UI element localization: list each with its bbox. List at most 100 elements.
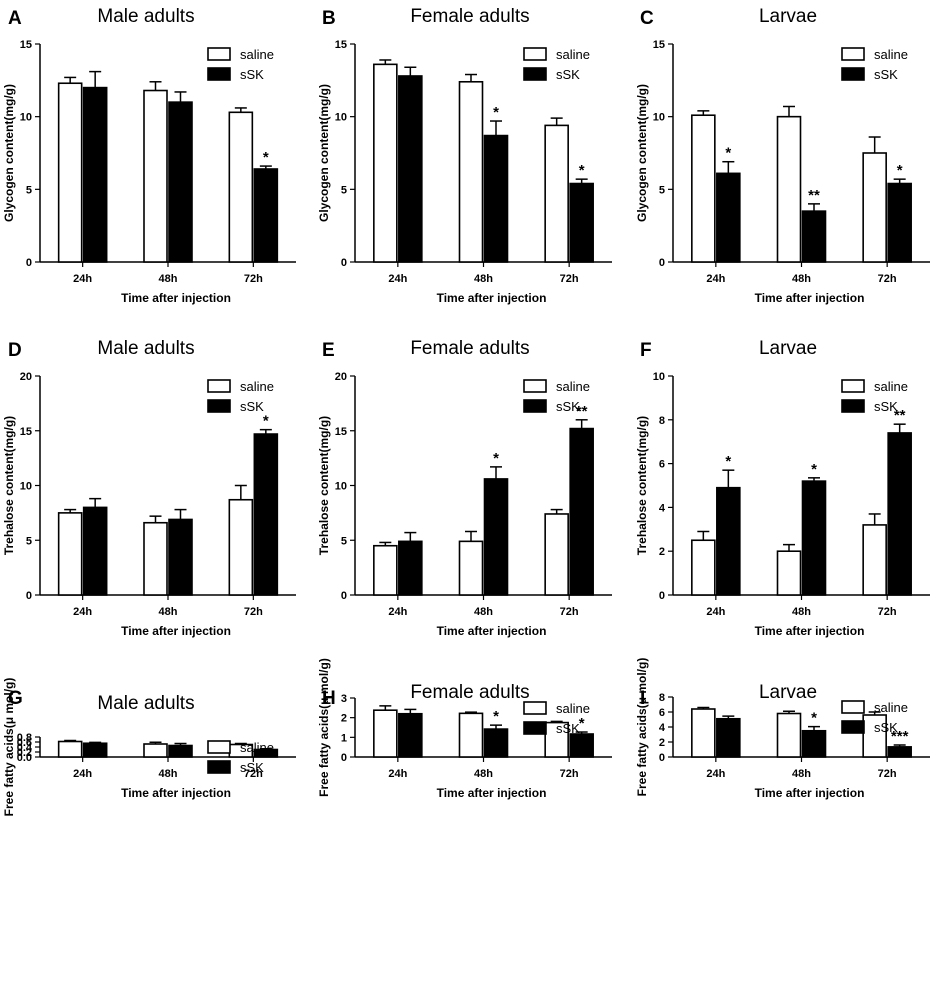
panel-e-bar-saline-48h bbox=[458, 540, 484, 596]
panel-c-legend-label-saline: saline bbox=[874, 47, 908, 62]
panel-e-y-label: Trehalose content(mg/g) bbox=[317, 416, 331, 555]
panel-f-y-tick-label: 4 bbox=[659, 502, 666, 514]
panel-a-y-tick-label: 5 bbox=[26, 184, 32, 196]
panel-i-legend-swatch-ssk bbox=[841, 720, 865, 734]
panel-f-bar-ssk-48h bbox=[801, 480, 827, 596]
panel-d-x-tick-label: 24h bbox=[73, 606, 92, 618]
panel-g-y-label: Free fatty acids(μ mol/g) bbox=[2, 678, 16, 817]
panel-d-bar-saline-72h bbox=[228, 498, 254, 596]
panel-f-significance-marker: * bbox=[811, 461, 817, 478]
panel-h-bar-ssk-72h bbox=[569, 733, 594, 758]
panel-f-bar-ssk-72h bbox=[887, 432, 912, 596]
panel-f-bar-saline-48h bbox=[776, 550, 802, 596]
panel-c-significance-marker: ** bbox=[808, 187, 820, 204]
panel-a-bar-ssk-24h bbox=[82, 86, 108, 263]
panel-e-bar-ssk-72h bbox=[569, 427, 594, 596]
panel-c-bar-ssk-72h bbox=[887, 182, 912, 263]
panel-c-legend-swatch-ssk bbox=[841, 67, 865, 81]
panel-g-y-tick-label: 0.2 bbox=[17, 747, 32, 759]
panel-f-x-tick-label: 24h bbox=[706, 606, 725, 618]
panel-h-legend-swatch-saline bbox=[523, 701, 547, 715]
panel-g-legend-label-saline: saline bbox=[240, 740, 274, 755]
panel-a-y-tick-label: 10 bbox=[20, 112, 32, 124]
panel-f-y-tick-label: 6 bbox=[659, 459, 665, 471]
panel-c-y-tick-label: 0 bbox=[659, 257, 665, 269]
panel-f-y-tick-label: 8 bbox=[659, 415, 665, 427]
panel-b-y-tick-label: 5 bbox=[341, 184, 347, 196]
panel-b-bar-saline-72h bbox=[544, 124, 569, 263]
panel-c-title: Larvae bbox=[759, 6, 817, 27]
panel-d-title: Male adults bbox=[97, 338, 194, 359]
panel-i-y-tick-label: 2 bbox=[659, 737, 665, 749]
panel-d-legend-label-saline: saline bbox=[240, 379, 274, 394]
panel-e-y-tick-label: 0 bbox=[341, 590, 347, 602]
panel-d-bar-ssk-72h bbox=[253, 433, 279, 596]
panel-f-legend-swatch-ssk bbox=[841, 399, 865, 413]
panel-a-significance-marker: * bbox=[263, 149, 269, 166]
panel-b: B Female adults 0 5 10 15 Glycogen content(mg/… bbox=[317, 6, 612, 305]
panel-f-legend-swatch-saline bbox=[841, 379, 865, 393]
panel-c-y-tick-label: 5 bbox=[659, 184, 665, 196]
panel-a-bar-saline-48h bbox=[143, 89, 168, 263]
panel-e-significance-marker: ** bbox=[576, 403, 588, 420]
panel-d-y-tick-label: 10 bbox=[20, 481, 32, 493]
panel-d-y-tick-label: 5 bbox=[26, 535, 32, 547]
panel-g-legend-label-ssk: sSK bbox=[240, 760, 264, 775]
panel-i-bar-ssk-24h bbox=[716, 717, 741, 758]
panel-h-bar-saline-48h bbox=[458, 712, 484, 758]
panel-i-y-tick-label: 4 bbox=[659, 722, 666, 734]
panel-h-title: Female adults bbox=[410, 682, 529, 703]
panel-b-legend-swatch-ssk bbox=[523, 67, 547, 81]
panel-g-bar-saline-24h bbox=[57, 740, 83, 758]
panel-d-legend-swatch-saline bbox=[207, 379, 231, 393]
panel-b-significance-marker: * bbox=[493, 104, 499, 121]
panel-g-y-tick-label: 0.6 bbox=[17, 737, 32, 749]
panel-i-x-tick-label: 72h bbox=[878, 768, 897, 780]
panel-c: C Larvae 0 5 10 15 Glycogen content(mg/g) Time … bbox=[635, 6, 930, 305]
panel-e-x-tick-label: 24h bbox=[388, 606, 407, 618]
panel-e-x-tick-label: 48h bbox=[474, 606, 493, 618]
panel-h-y-tick-label: 2 bbox=[341, 713, 347, 725]
panel-i-bar-ssk-48h bbox=[801, 729, 827, 758]
panel-c-significance-marker: * bbox=[897, 162, 903, 179]
panel-h-y-tick-label: 1 bbox=[341, 732, 347, 744]
panel-b-title: Female adults bbox=[410, 6, 529, 27]
panel-f-bar-ssk-24h bbox=[716, 486, 741, 596]
panel-a-legend-label-ssk: sSK bbox=[240, 67, 264, 82]
panel-a-legend-label-saline: saline bbox=[240, 47, 274, 62]
panel-f-significance-marker: ** bbox=[894, 407, 906, 424]
panel-i-legend-label-saline: saline bbox=[874, 700, 908, 715]
panel-e-x-tick-label: 72h bbox=[560, 606, 579, 618]
panel-c-legend-label-ssk: sSK bbox=[874, 67, 898, 82]
panel-h-y-tick-label: 3 bbox=[341, 693, 347, 705]
panel-b-x-tick-label: 48h bbox=[474, 273, 493, 285]
panel-c-x-tick-label: 48h bbox=[792, 273, 811, 285]
panel-e-title: Female adults bbox=[410, 338, 529, 359]
panel-e-y-tick-label: 10 bbox=[335, 481, 347, 493]
panel-g-legend-swatch-ssk bbox=[207, 760, 231, 774]
panel-f-title: Larvae bbox=[759, 338, 817, 359]
panel-f-x-tick-label: 48h bbox=[792, 606, 811, 618]
panel-d-x-tick-label: 72h bbox=[244, 606, 263, 618]
panel-b-y-tick-label: 10 bbox=[335, 112, 347, 124]
panel-d: D Male adults 0 5 10 15 20 Trehalose content(mg… bbox=[2, 338, 296, 638]
panel-b-bar-ssk-72h bbox=[569, 182, 594, 263]
panel-h-letter: H bbox=[322, 688, 336, 709]
panel-e-y-tick-label: 20 bbox=[335, 371, 347, 383]
panel-e: E Female adults 0 5 10 15 20 Trehalose content(… bbox=[317, 338, 612, 638]
panel-a: A Male adults 0 5 10 15 Glycogen content(mg/g)… bbox=[2, 6, 296, 305]
panel-e-bar-saline-72h bbox=[544, 513, 569, 596]
panel-f-y-tick-label: 2 bbox=[659, 546, 665, 558]
panel-h-x-tick-label: 72h bbox=[560, 768, 579, 780]
panel-i-letter: I bbox=[640, 688, 645, 709]
panel-b-significance-marker: * bbox=[579, 162, 585, 179]
panel-e-legend-swatch-ssk bbox=[523, 399, 547, 413]
panel-b-x-label: Time after injection bbox=[437, 291, 547, 305]
panel-f-y-tick-label: 0 bbox=[659, 590, 665, 602]
panel-e-bar-saline-24h bbox=[373, 544, 398, 596]
panel-d-significance-marker: * bbox=[263, 413, 269, 430]
panel-g-letter: G bbox=[8, 688, 23, 709]
panel-h-x-tick-label: 48h bbox=[474, 768, 493, 780]
